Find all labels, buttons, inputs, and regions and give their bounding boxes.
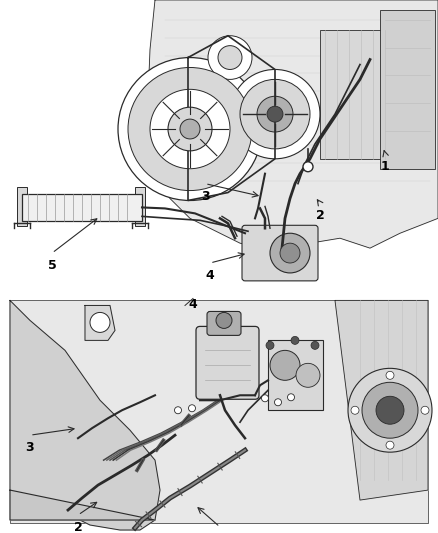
Text: 5: 5 [48, 259, 57, 272]
Circle shape [275, 399, 282, 406]
Circle shape [270, 233, 310, 273]
FancyBboxPatch shape [242, 225, 318, 281]
Text: 1: 1 [381, 160, 389, 173]
Bar [135, 187, 145, 227]
FancyBboxPatch shape [207, 311, 241, 335]
Circle shape [291, 336, 299, 344]
Circle shape [188, 405, 195, 411]
Circle shape [376, 396, 404, 424]
Text: 2: 2 [74, 521, 82, 533]
Polygon shape [335, 301, 428, 500]
Circle shape [267, 106, 283, 122]
Circle shape [421, 406, 429, 414]
Circle shape [118, 58, 262, 200]
Bar [17, 187, 27, 227]
Text: 3: 3 [26, 441, 34, 454]
Circle shape [257, 96, 293, 132]
Circle shape [168, 107, 212, 151]
Bar [380, 10, 435, 169]
Circle shape [280, 243, 300, 263]
Circle shape [261, 395, 268, 402]
Text: 4: 4 [189, 298, 198, 311]
Text: 3: 3 [201, 190, 209, 203]
Circle shape [266, 341, 274, 349]
Circle shape [240, 79, 310, 149]
Circle shape [386, 372, 394, 379]
Polygon shape [10, 301, 160, 530]
Circle shape [90, 312, 110, 333]
Circle shape [362, 382, 418, 438]
Circle shape [216, 312, 232, 328]
Circle shape [174, 407, 181, 414]
Polygon shape [148, 0, 438, 248]
Circle shape [296, 364, 320, 387]
Circle shape [230, 69, 320, 159]
Text: 4: 4 [205, 269, 214, 282]
Polygon shape [85, 305, 115, 341]
Bar [268, 341, 323, 410]
Circle shape [180, 119, 200, 139]
Circle shape [218, 46, 242, 69]
Circle shape [303, 162, 313, 172]
Circle shape [150, 90, 230, 169]
Circle shape [128, 68, 252, 191]
Circle shape [311, 341, 319, 349]
Circle shape [348, 368, 432, 452]
Circle shape [270, 350, 300, 381]
Bar [22, 193, 142, 221]
Bar [320, 30, 400, 159]
Circle shape [287, 394, 294, 401]
Text: 2: 2 [316, 209, 325, 222]
Polygon shape [10, 490, 155, 520]
Circle shape [208, 36, 252, 79]
Circle shape [386, 441, 394, 449]
Circle shape [351, 406, 359, 414]
FancyBboxPatch shape [196, 326, 259, 399]
